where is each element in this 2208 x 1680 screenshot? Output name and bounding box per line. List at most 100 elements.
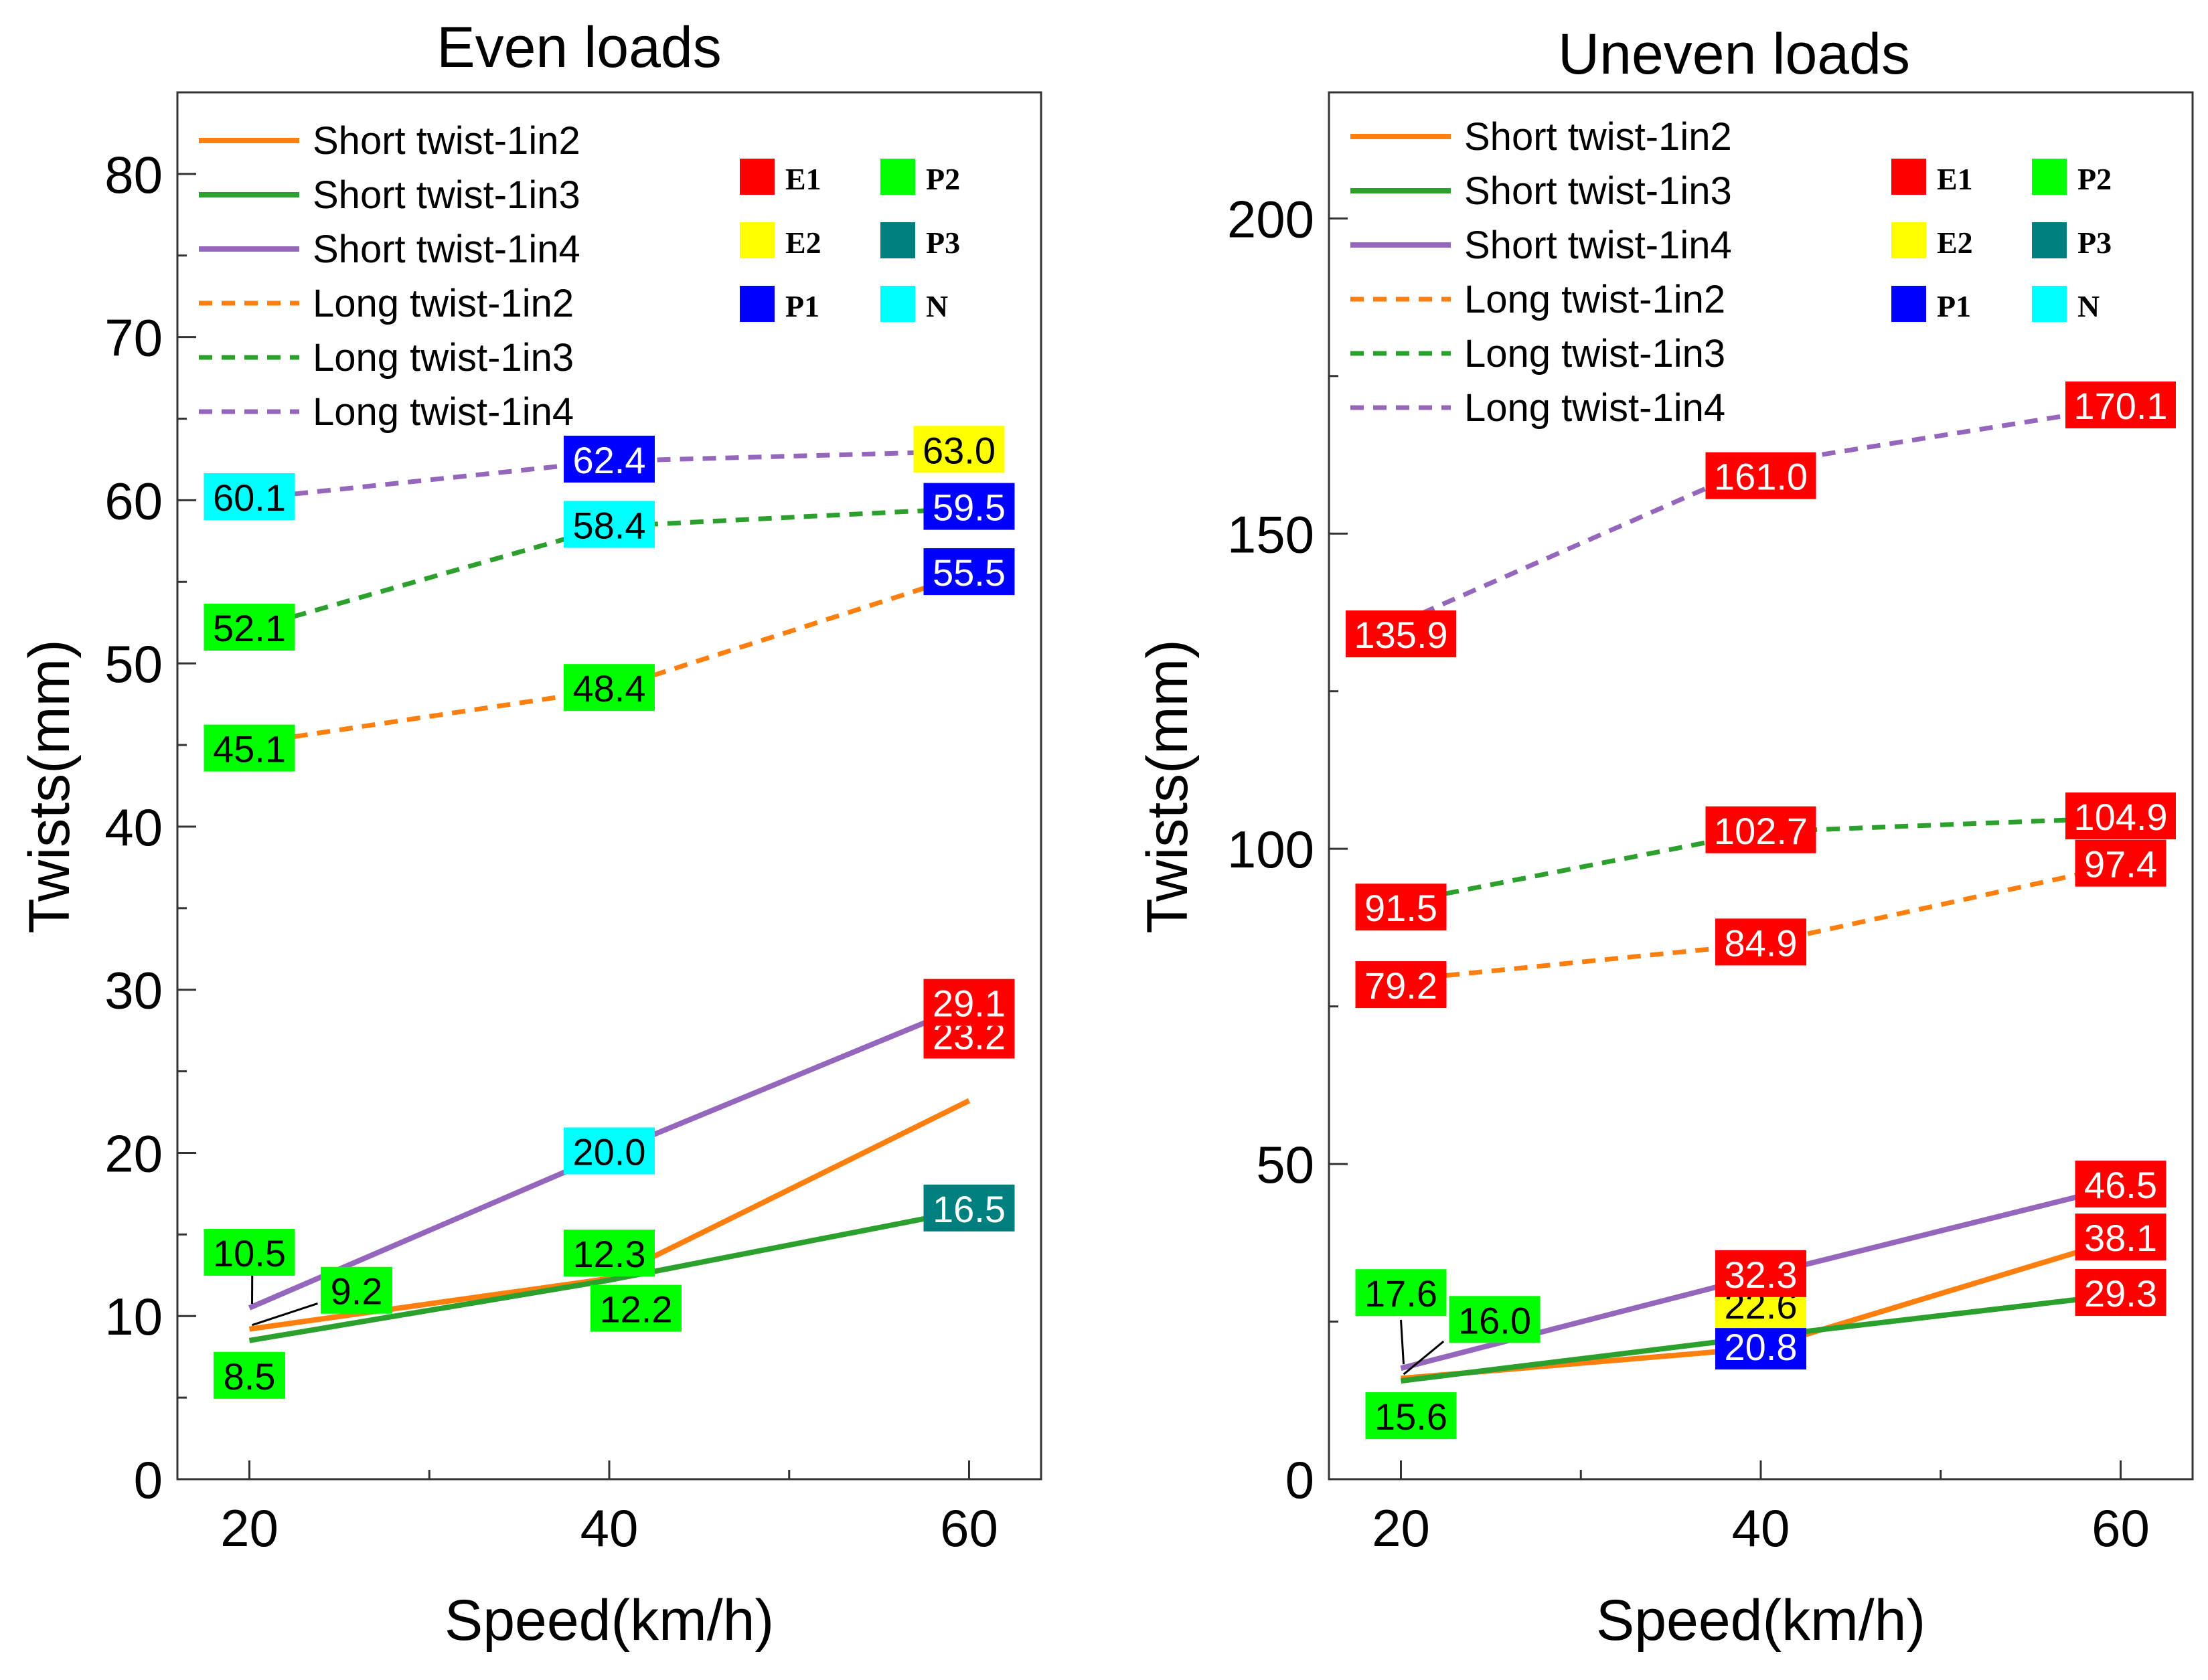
key-label: P2 — [2077, 162, 2112, 196]
data-label-box — [923, 979, 1015, 1026]
y-tick-label: 100 — [1227, 820, 1314, 879]
data-label: 91.5 — [1364, 887, 1437, 929]
data-label-box — [923, 1184, 1015, 1232]
data-label-box — [564, 501, 655, 548]
x-tick-label: 20 — [1372, 1499, 1430, 1558]
y-tick-label: 20 — [104, 1124, 163, 1183]
label-leader-line — [1400, 1319, 1405, 1365]
key-swatch — [1891, 286, 1926, 322]
x-tick-label: 40 — [1732, 1499, 1790, 1558]
x-tick-label: 60 — [940, 1499, 998, 1558]
chart-panel-1: Even loads 0 10 20 30 40 50 60 70 80 20 40 60 Speed(k… — [17, 15, 1042, 1653]
key-label: P2 — [926, 162, 960, 196]
data-label: 16.0 — [1458, 1299, 1531, 1341]
key-swatch — [880, 222, 915, 258]
key-swatch — [880, 159, 915, 195]
key-label: P1 — [785, 289, 819, 323]
key-swatch — [740, 222, 775, 258]
data-label: 135.9 — [1354, 614, 1447, 656]
key-label: E1 — [1937, 162, 1973, 196]
data-label: 45.1 — [213, 728, 286, 770]
data-label: 161.0 — [1714, 456, 1808, 498]
key-label: N — [926, 289, 948, 323]
data-label-box — [1365, 1392, 1457, 1440]
data-label: 102.7 — [1714, 810, 1808, 852]
legend-entry-label: Short twist-1in2 — [1464, 115, 1732, 159]
y-tick-label: 70 — [104, 309, 163, 367]
data-label: 32.3 — [1725, 1254, 1798, 1296]
data-label: 20.0 — [573, 1130, 646, 1173]
series-line-4 — [1401, 863, 2122, 983]
data-label: 63.0 — [923, 429, 996, 471]
key-swatch — [740, 159, 775, 195]
legend-entry-label: Long twist-1in2 — [313, 282, 574, 325]
y-tick-label: 0 — [134, 1450, 163, 1509]
y-tick-label: 0 — [1285, 1450, 1314, 1509]
label-leader-line — [252, 1303, 318, 1327]
y-tick-label: 60 — [104, 471, 163, 530]
data-label-box — [321, 1266, 392, 1314]
data-label-box — [204, 473, 295, 520]
key-swatch — [740, 286, 775, 322]
series-line-2 — [248, 1207, 970, 1343]
key-swatch — [1891, 159, 1926, 195]
data-label-box — [2075, 1269, 2166, 1317]
x-tick-label: 40 — [580, 1499, 639, 1558]
legend-entry-label: Long twist-1in3 — [1464, 332, 1725, 375]
y-axis-label: Twists(mm) — [17, 639, 82, 933]
data-label: 15.6 — [1374, 1396, 1447, 1438]
legend-entry-label: Short twist-1in2 — [313, 119, 580, 163]
key-label: P1 — [1937, 289, 1971, 323]
data-label: 38.1 — [2084, 1217, 2157, 1259]
label-leader-line — [1403, 1340, 1445, 1375]
key-swatch — [880, 286, 915, 322]
y-tick-label: 150 — [1227, 505, 1314, 564]
series-line-6 — [249, 448, 969, 501]
data-label: 9.2 — [331, 1270, 383, 1313]
chart-title: Even loads — [437, 15, 722, 80]
data-label: 12.3 — [573, 1233, 646, 1275]
data-label-box — [1355, 884, 1447, 931]
y-tick-label: 50 — [104, 635, 163, 693]
data-label: 17.6 — [1364, 1272, 1437, 1315]
chart-title: Uneven loads — [1558, 22, 1910, 86]
legend-entry-label: Short twist-1in4 — [313, 228, 580, 271]
data-label: 58.4 — [573, 504, 646, 546]
data-label-box — [2065, 792, 2176, 840]
data-label: 12.2 — [600, 1288, 673, 1331]
data-label-box — [204, 724, 295, 772]
legend-entry-label: Short twist-1in4 — [1464, 224, 1732, 267]
legend-entry-label: Long twist-1in2 — [1464, 278, 1725, 321]
data-label-box — [590, 1284, 682, 1332]
data-label: 20.8 — [1725, 1326, 1798, 1368]
key-label: E2 — [1937, 226, 1973, 260]
data-label-box — [2075, 1161, 2166, 1208]
data-label: 8.5 — [224, 1355, 276, 1398]
data-label-box — [564, 1230, 655, 1277]
data-label-box — [913, 426, 1005, 473]
data-label-box — [564, 664, 655, 711]
y-tick-label: 10 — [104, 1287, 163, 1346]
key-label: E1 — [785, 162, 821, 196]
data-label-box — [1355, 1269, 1447, 1317]
key-swatch — [2032, 222, 2067, 258]
data-label: 52.1 — [213, 607, 286, 649]
key-swatch — [2032, 159, 2067, 195]
x-axis-label: Speed(km/h) — [445, 1588, 774, 1653]
data-label: 60.1 — [213, 477, 286, 519]
key-label: P3 — [926, 226, 960, 260]
x-axis-label: Speed(km/h) — [1596, 1588, 1925, 1653]
data-label-box — [1449, 1296, 1541, 1343]
data-label: 59.5 — [933, 487, 1006, 529]
y-tick-label: 200 — [1227, 189, 1314, 248]
key-swatch — [2032, 286, 2067, 322]
data-label: 55.5 — [933, 552, 1006, 594]
data-label-box — [564, 1127, 655, 1175]
data-label: 170.1 — [2073, 385, 2167, 427]
key-label: N — [2077, 289, 2100, 323]
data-label: 29.1 — [933, 983, 1006, 1025]
data-label-box — [1705, 452, 1816, 499]
data-label: 79.2 — [1364, 964, 1437, 1007]
y-axis-label: Twists(mm) — [1135, 639, 1200, 933]
